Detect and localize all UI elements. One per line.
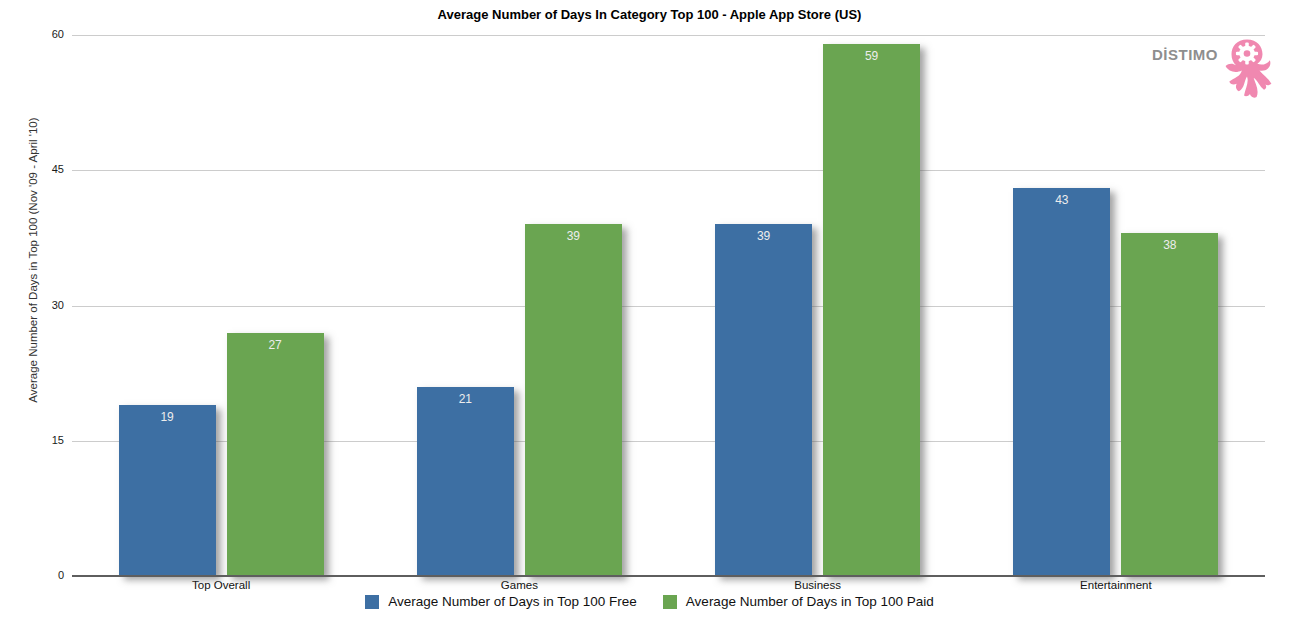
bar: 21 bbox=[417, 387, 514, 576]
bar-value-label: 43 bbox=[1013, 193, 1110, 207]
bar: 38 bbox=[1121, 233, 1218, 576]
legend-item: Average Number of Days in Top 100 Free bbox=[365, 594, 637, 609]
bar: 59 bbox=[823, 44, 920, 576]
bar-value-label: 21 bbox=[417, 392, 514, 406]
bar-value-label: 27 bbox=[227, 338, 324, 352]
bar: 27 bbox=[227, 333, 324, 576]
x-axis-labels: Top OverallGamesBusinessEntertainment bbox=[72, 579, 1265, 591]
bar-value-label: 39 bbox=[715, 229, 812, 243]
bar-group-games: 21 39 bbox=[370, 35, 668, 576]
bar: 39 bbox=[525, 224, 622, 576]
bar: 43 bbox=[1013, 188, 1110, 576]
distimo-logo-text: DİSTIMO bbox=[1152, 46, 1218, 63]
y-tick-label-0: 0 bbox=[14, 569, 64, 581]
bar-value-label: 59 bbox=[823, 49, 920, 63]
bar-value-label: 38 bbox=[1121, 238, 1218, 252]
y-tick-label-60: 60 bbox=[14, 28, 64, 40]
bar: 19 bbox=[119, 405, 216, 576]
bar-value-label: 19 bbox=[119, 410, 216, 424]
legend-swatch-icon bbox=[663, 595, 677, 609]
legend: Average Number of Days in Top 100 Free Av… bbox=[0, 594, 1299, 609]
x-category-label: Top Overall bbox=[72, 579, 370, 591]
legend-swatch-icon bbox=[365, 595, 379, 609]
bar-value-label: 39 bbox=[525, 229, 622, 243]
plot-area: 1927213939594338 bbox=[72, 35, 1265, 576]
bar: 39 bbox=[715, 224, 812, 576]
bar-group-entertainment: 43 38 bbox=[967, 35, 1265, 576]
x-category-label: Business bbox=[669, 579, 967, 591]
legend-item: Average Number of Days in Top 100 Paid bbox=[663, 594, 934, 609]
y-tick-label-45: 45 bbox=[14, 163, 64, 175]
x-axis-baseline bbox=[72, 575, 1265, 577]
bar-group-business: 39 59 bbox=[669, 35, 967, 576]
x-category-label: Games bbox=[370, 579, 668, 591]
legend-label: Average Number of Days in Top 100 Free bbox=[388, 594, 637, 609]
chart-title: Average Number of Days In Category Top 1… bbox=[0, 7, 1299, 22]
octopus-gear-icon bbox=[1221, 38, 1273, 104]
x-category-label: Entertainment bbox=[967, 579, 1265, 591]
legend-label: Average Number of Days in Top 100 Paid bbox=[686, 594, 934, 609]
chart-page: Average Number of Days In Category Top 1… bbox=[0, 0, 1299, 620]
distimo-logo: DİSTIMO bbox=[1152, 38, 1273, 104]
bar-group-top-overall: 1927 bbox=[72, 35, 370, 576]
y-tick-label-30: 30 bbox=[14, 299, 64, 311]
y-tick-label-15: 15 bbox=[14, 434, 64, 446]
y-axis-title: Average Number of Days in Top 100 (Nov '… bbox=[27, 75, 39, 445]
